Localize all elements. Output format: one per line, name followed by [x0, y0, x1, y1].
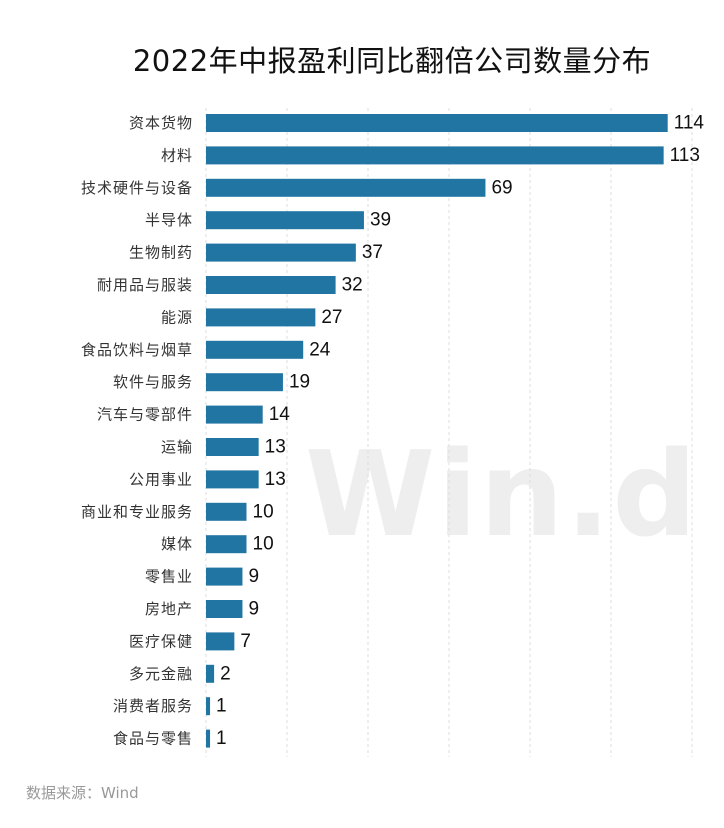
category-label: 技术硬件与设备 [81, 179, 193, 197]
value-label: 1 [216, 728, 227, 749]
category-label: 商业和专业服务 [81, 503, 193, 521]
value-label: 13 [265, 469, 286, 490]
watermark: Win.d [305, 425, 699, 563]
bar [206, 276, 336, 294]
bar [206, 470, 259, 489]
value-label: 19 [289, 372, 310, 393]
value-label: 27 [321, 307, 342, 328]
value-label: 37 [362, 242, 383, 263]
bar [206, 697, 211, 716]
category-label: 材料 [161, 146, 193, 164]
bar [206, 146, 664, 165]
category-label: 运输 [161, 438, 193, 456]
category-label: 公用事业 [129, 470, 193, 488]
bar [206, 405, 263, 424]
category-label: 生物制药 [129, 244, 193, 262]
grid-lines [205, 108, 693, 757]
chart-title: 2022年中报盈利同比翻倍公司数量分布 [132, 44, 652, 78]
category-labels: 资本货物材料技术硬件与设备半导体生物制药耐用品与服装能源食品饮料与烟草软件与服务… [81, 114, 193, 748]
category-label: 多元金融 [129, 665, 193, 683]
bar [206, 308, 316, 327]
category-label: 媒体 [161, 535, 193, 553]
bar [206, 438, 259, 456]
bar [206, 502, 247, 521]
category-label: 食品饮料与烟草 [81, 341, 193, 359]
bar [206, 340, 304, 359]
value-label: 10 [253, 501, 274, 522]
bar [206, 632, 235, 651]
bar [206, 114, 668, 132]
bar [206, 211, 364, 230]
value-label: 24 [309, 339, 331, 360]
category-label: 汽车与零部件 [97, 406, 193, 424]
value-label: 7 [240, 631, 251, 652]
value-label: 9 [248, 599, 259, 620]
category-label: 医疗保健 [129, 632, 193, 650]
value-label: 14 [269, 404, 291, 425]
category-label: 零售业 [145, 568, 193, 586]
category-label: 房地产 [145, 600, 193, 618]
value-label: 69 [491, 177, 512, 198]
bar [206, 373, 283, 392]
value-label: 32 [342, 275, 363, 296]
bars [206, 114, 668, 748]
category-label: 耐用品与服装 [97, 276, 193, 294]
bar [206, 178, 486, 197]
bar [206, 535, 247, 554]
value-label: 113 [670, 145, 700, 166]
value-label: 39 [370, 210, 391, 231]
value-label: 1 [216, 696, 227, 717]
source-note: 数据来源：Wind [26, 784, 139, 802]
category-label: 半导体 [145, 211, 193, 229]
value-label: 10 [253, 534, 274, 555]
bar [206, 664, 215, 683]
category-label: 食品与零售 [113, 730, 193, 748]
value-label: 114 [674, 113, 705, 134]
bar [206, 600, 243, 618]
bar [206, 243, 356, 262]
value-label: 9 [248, 566, 259, 587]
category-label: 软件与服务 [113, 373, 193, 391]
value-label: 13 [265, 437, 286, 458]
bar [206, 567, 243, 586]
category-label: 资本货物 [129, 114, 193, 132]
category-label: 能源 [161, 308, 193, 326]
category-label: 消费者服务 [113, 697, 193, 715]
value-label: 2 [220, 663, 231, 684]
bar [206, 729, 211, 748]
